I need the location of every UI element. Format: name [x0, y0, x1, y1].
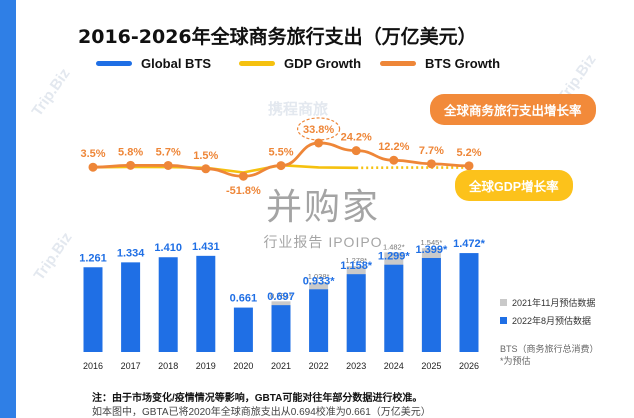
watermark-brand-main: 并购家: [265, 187, 380, 228]
bar-global-bts: [233, 307, 253, 352]
point-bts-growth: [238, 171, 248, 181]
data-label-previous-estimate: 1.545*: [421, 238, 443, 247]
point-bts-growth: [88, 162, 98, 172]
point-bts-growth: [201, 164, 211, 174]
bar-global-bts: [459, 253, 479, 352]
data-label-global-bts: 1.299*: [378, 251, 411, 263]
data-label-global-bts: 1.472*: [453, 238, 486, 250]
bar-global-bts: [421, 257, 441, 352]
bts-note-line: BTS（商务旅行总消费）: [500, 344, 599, 354]
data-label-bts-growth: 1.5%: [193, 150, 218, 162]
point-bts-growth: [276, 161, 286, 171]
legend-swatch: [380, 61, 416, 66]
legend-item-bts-growth: BTS Growth: [380, 56, 500, 71]
x-tick-label: 2022: [309, 361, 329, 371]
legend-swatch: [239, 61, 275, 66]
watermark-brand: 并购家 行业报告 IPOIPO: [208, 178, 438, 252]
data-label-bts-growth: 33.8%: [303, 124, 334, 136]
legend-swatch: [96, 61, 132, 66]
legend-item-gdp-growth: GDP Growth: [239, 56, 361, 71]
bts-note: BTS（商务旅行总消费） *为预估: [500, 343, 599, 367]
footnote: 注：由于市场变化/疫情情况等影响，GBTA可能对往年部分数据进行校准。: [92, 393, 423, 404]
data-label-global-bts: 1.158*: [340, 260, 373, 272]
data-label-global-bts: 1.334: [117, 247, 145, 259]
x-tick-label: 2026: [459, 361, 479, 371]
bar-global-bts: [346, 274, 366, 352]
line-gdp-growth: [91, 163, 358, 174]
bar-global-bts: [271, 305, 291, 352]
data-label-bts-growth: -51.8%: [226, 185, 261, 197]
legend-label: Global BTS: [141, 56, 212, 71]
highlight-peak: [297, 117, 341, 141]
data-label-bts-growth: 5.5%: [268, 147, 293, 159]
accent-bar: [0, 0, 16, 418]
secondary-legend-item: 2021年11月预估数据: [500, 296, 595, 309]
x-tick-label: 2019: [196, 361, 216, 371]
legend-swatch: [500, 299, 507, 306]
data-label-bts-growth: 5.2%: [456, 147, 481, 159]
bts-note-line: *为预估: [500, 356, 531, 366]
data-label-bts-growth: 7.7%: [419, 145, 444, 157]
bar-global-bts: [158, 257, 178, 352]
x-tick-label: 2024: [384, 361, 404, 371]
bar-global-bts: [83, 267, 103, 352]
point-bts-growth: [351, 146, 361, 156]
secondary-legend-item: 2022年8月预估数据: [500, 314, 595, 327]
x-tick-label: 2020: [233, 361, 253, 371]
x-tick-label: 2018: [158, 361, 178, 371]
data-label-bts-growth: 5.7%: [156, 146, 181, 158]
x-tick-label: 2017: [121, 361, 141, 371]
point-bts-growth: [126, 160, 136, 170]
legend: Global BTS GDP Growth BTS Growth: [0, 56, 634, 76]
bar-global-bts: [384, 264, 404, 352]
watermark-corner-cn: 携程商旅: [268, 101, 329, 118]
secondary-legend: 2021年11月预估数据 2022年8月预估数据: [500, 296, 595, 332]
data-label-bts-growth: 12.2%: [378, 141, 409, 153]
bar-global-bts: [309, 289, 329, 352]
x-tick-label: 2021: [271, 361, 291, 371]
data-label-global-bts: 0.933*: [303, 275, 336, 287]
secondary-legend-label: 2021年11月预估数据: [512, 298, 596, 308]
data-label-global-bts: 0.661: [230, 293, 258, 305]
x-tick-label: 2023: [346, 361, 366, 371]
data-label-previous-estimate: 0.754*: [270, 291, 292, 300]
data-label-global-bts: 0.697: [267, 291, 295, 303]
watermark-brand-sub: 行业报告 IPOIPO: [263, 234, 383, 250]
x-tick-label: 2025: [421, 361, 441, 371]
chart-title: 2016-2026年全球商务旅行支出（万亿美元）: [78, 26, 477, 48]
point-bts-growth: [464, 161, 474, 171]
secondary-legend-label: 2022年8月预估数据: [512, 316, 592, 326]
data-label-global-bts: 1.431: [192, 241, 220, 253]
point-bts-growth: [163, 160, 173, 170]
gdp-growth-callout: 全球GDP增长率: [455, 170, 573, 201]
bar-global-bts: [121, 262, 141, 352]
data-label-bts-growth: 3.5%: [80, 148, 105, 160]
point-bts-growth: [314, 138, 324, 148]
bts-growth-callout: 全球商务旅行支出增长率: [430, 94, 596, 125]
data-label-previous-estimate: 1.482*: [383, 242, 405, 251]
data-label-previous-estimate: 1.278*: [345, 256, 367, 265]
data-label-global-bts: 1.410: [154, 242, 182, 254]
legend-item-global-bts: Global BTS: [96, 56, 211, 71]
legend-label: GDP Growth: [284, 56, 362, 71]
data-label-global-bts: 1.399*: [415, 244, 448, 256]
data-label-bts-growth: 5.8%: [118, 146, 143, 158]
x-tick-label: 2016: [83, 361, 103, 371]
legend-swatch: [500, 317, 507, 324]
data-label-bts-growth: 24.2%: [341, 132, 372, 144]
data-label-global-bts: 1.261: [79, 252, 107, 264]
footnote: 如本图中，GBTA已将2020年全球商旅支出从0.694校准为0.661（万亿美…: [92, 407, 431, 418]
legend-label: BTS Growth: [425, 56, 501, 71]
point-bts-growth: [426, 159, 436, 169]
bar-global-bts: [196, 255, 216, 352]
point-bts-growth: [389, 155, 399, 165]
data-label-previous-estimate: 1.038*: [308, 272, 330, 281]
